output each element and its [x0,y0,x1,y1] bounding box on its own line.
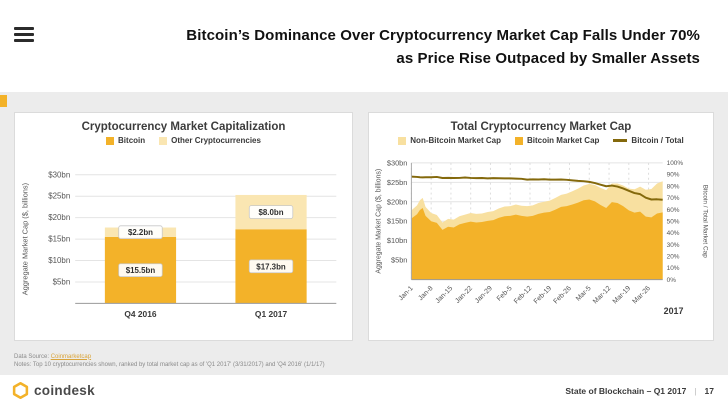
slide-title: Bitcoin’s Dominance Over Cryptocurrency … [70,24,700,71]
svg-text:50%: 50% [667,218,680,225]
svg-text:$10bn: $10bn [387,236,408,245]
svg-text:Mar-5: Mar-5 [575,285,593,303]
footer-divider: | [694,386,697,396]
legend-label-other-cryptocurrencies: Other Cryptocurrencies [171,136,261,145]
footnotes: Data Source: Coinmarketcap Notes: Top 10… [14,353,325,370]
area-chart-title: Total Cryptocurrency Market Cap [450,121,632,133]
legend-item-other-cryptocurrencies: Other Cryptocurrencies [159,136,261,145]
data-source-link[interactable]: Coinmarketcap [50,353,92,360]
svg-text:Mar-26: Mar-26 [632,285,653,306]
svg-text:$5bn: $5bn [53,277,71,286]
svg-text:$17.3bn: $17.3bn [256,262,286,271]
svg-text:$15bn: $15bn [387,217,408,226]
svg-text:$25bn: $25bn [387,178,408,187]
bar-chart-card: Cryptocurrency Market Capitalization Bit… [14,112,353,341]
data-source-line: Data Source: Coinmarketcap [14,353,325,362]
legend-label-non-bitcoin-market-cap: Non-Bitcoin Market Cap [410,136,501,145]
svg-text:Jan-15: Jan-15 [434,285,454,305]
svg-text:Feb-26: Feb-26 [552,285,573,306]
svg-text:$30bn: $30bn [387,158,408,167]
svg-text:Bitcoin / Total Market Cap: Bitcoin / Total Market Cap [701,185,708,258]
coindesk-logo[interactable]: coindesk [12,382,95,399]
svg-text:$8.0bn: $8.0bn [259,208,284,217]
svg-text:$20bn: $20bn [387,197,408,206]
svg-text:$25bn: $25bn [48,192,70,201]
footer-page-number: 17 [704,386,714,396]
svg-text:$15.5bn: $15.5bn [126,266,156,275]
svg-text:Feb-5: Feb-5 [496,285,514,303]
header: Bitcoin’s Dominance Over Cryptocurrency … [0,0,728,92]
svg-text:$30bn: $30bn [48,170,70,179]
bar-chart-svg: $5bn $10bn $15bn $20bn $25bn $30bn $15.5bn $2.2… [21,170,337,319]
other-cryptocurrencies-swatch [159,136,168,145]
svg-text:10%: 10% [667,265,680,272]
svg-text:Jan-8: Jan-8 [417,285,434,302]
coindesk-icon [12,382,29,399]
legend-item-bitcoin-total-ratio: Bitcoin / Total [613,136,684,145]
slide-title-line1: Bitcoin’s Dominance Over Cryptocurrency … [186,27,700,44]
bitcoin-total-line-swatch [613,139,628,142]
svg-text:90%: 90% [667,172,680,179]
legend-label-bitcoin-market-cap: Bitcoin Market Cap [526,136,600,145]
footer-deck-title: State of Blockchain – Q1 2017 [565,386,687,396]
svg-text:2017: 2017 [664,306,684,316]
svg-text:70%: 70% [667,195,680,202]
svg-text:20%: 20% [667,253,680,260]
svg-text:Mar-19: Mar-19 [612,285,633,306]
data-source-prefix: Data Source: [14,353,51,360]
bar-chart-legend: Bitcoin Other Cryptocurrencies [15,136,352,145]
area-chart-card: Total Cryptocurrency Market Cap Non-Bitc… [368,112,714,341]
bitcoin-market-cap-swatch [514,136,523,145]
legend-item-bitcoin-market-cap: Bitcoin Market Cap [514,136,600,145]
svg-text:100%: 100% [667,160,684,167]
menu-icon[interactable] [14,27,34,45]
svg-text:Q1 2017: Q1 2017 [255,309,288,319]
area-chart: $5bn $10bn $15bn $20bn $25bn $30bn 0% 10% 20% 30%… [371,153,711,338]
svg-text:80%: 80% [667,183,680,190]
svg-text:$15bn: $15bn [48,235,70,244]
brand-name: coindesk [34,383,95,398]
svg-text:$10bn: $10bn [48,256,70,265]
svg-text:30%: 30% [667,242,680,249]
svg-text:Aggregate Market Cap ($, billi: Aggregate Market Cap ($, billions) [376,169,383,274]
bar-chart: $5bn $10bn $15bn $20bn $25bn $30bn $15.5bn $2.2… [17,157,350,338]
svg-text:Jan-29: Jan-29 [474,285,494,305]
footer-right: State of Blockchain – Q1 2017 | 17 [565,386,714,396]
legend-label-bitcoin: Bitcoin [118,136,146,145]
svg-text:Aggregate Market Cap ($, billi: Aggregate Market Cap ($, billions) [21,183,30,295]
area-chart-svg: $5bn $10bn $15bn $20bn $25bn $30bn 0% 10% 20% 30%… [376,158,709,316]
svg-text:$5bn: $5bn [391,256,407,265]
svg-text:Feb-12: Feb-12 [513,285,534,306]
legend-item-non-bitcoin-market-cap: Non-Bitcoin Market Cap [398,136,501,145]
svg-text:Feb-19: Feb-19 [533,285,554,306]
accent-bar [0,95,7,107]
bar-chart-title: Cryptocurrency Market Capitalization [81,121,286,133]
svg-text:60%: 60% [667,207,680,214]
bitcoin-swatch [106,136,115,145]
notes-line: Notes: Top 10 cryptocurrencies shown, ra… [14,362,325,369]
svg-text:$20bn: $20bn [48,213,70,222]
legend-label-bitcoin-total-ratio: Bitcoin / Total [631,136,684,145]
svg-text:0%: 0% [667,277,677,284]
dominance-line [411,175,663,201]
svg-text:$2.2bn: $2.2bn [128,228,153,237]
svg-text:Jan-1: Jan-1 [398,285,415,302]
svg-text:40%: 40% [667,230,680,237]
svg-text:Mar-12: Mar-12 [592,285,613,306]
area-bitcoin [411,199,663,280]
svg-text:Jan-22: Jan-22 [454,285,474,305]
slide-title-line2: as Price Rise Outpaced by Smaller Assets [396,50,700,68]
non-bitcoin-market-cap-swatch [398,136,407,145]
content-band: Cryptocurrency Market Capitalization Bit… [0,92,728,375]
footer: coindesk State of Blockchain – Q1 2017 |… [0,375,728,409]
area-chart-legend: Non-Bitcoin Market Cap Bitcoin Market Ca… [369,136,713,145]
legend-item-bitcoin: Bitcoin [106,136,145,145]
svg-text:Q4 2016: Q4 2016 [124,309,157,319]
